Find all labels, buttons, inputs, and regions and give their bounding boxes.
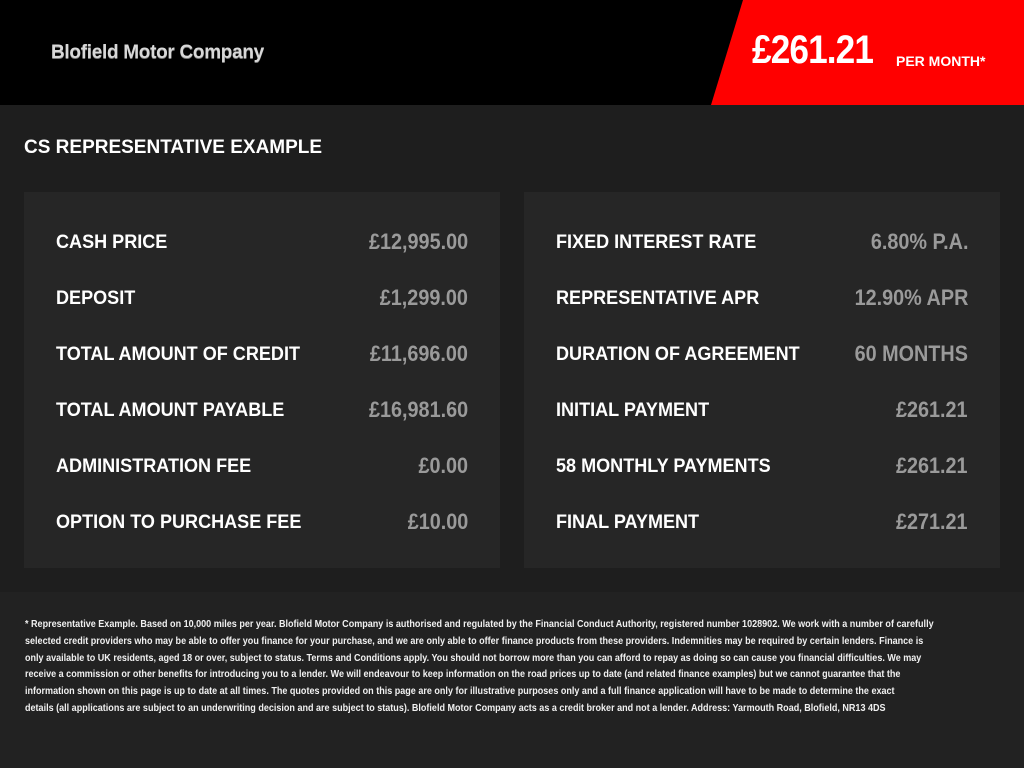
finance-row: DEPOSIT £1,299.00 (56, 248, 468, 310)
row-value: 12.90% APR (854, 285, 968, 310)
row-value: £10.00 (407, 509, 468, 534)
disclaimer-line: selected credit providers who may be abl… (25, 634, 924, 647)
finance-row: FIXED INTEREST RATE 6.80% P.A. (556, 192, 968, 254)
row-label: 58 MONTHLY PAYMENTS (556, 456, 771, 477)
row-label: TOTAL AMOUNT PAYABLE (56, 400, 285, 421)
row-value: £0.00 (418, 453, 468, 478)
header: Blofield Motor Company £261.21 PER MONTH… (0, 0, 1024, 105)
row-label: REPRESENTATIVE APR (556, 288, 760, 309)
section-title: CS REPRESENTATIVE EXAMPLE (24, 137, 323, 158)
finance-row: ADMINISTRATION FEE £0.00 (56, 416, 468, 478)
row-label: FIXED INTEREST RATE (556, 232, 757, 253)
row-label: ADMINISTRATION FEE (56, 456, 252, 477)
row-label: FINAL PAYMENT (556, 512, 700, 533)
row-label: OPTION TO PURCHASE FEE (56, 512, 302, 533)
row-value: £11,696.00 (369, 341, 468, 366)
per-month-label: PER MONTH* (896, 53, 986, 69)
row-value: £261.21 (896, 397, 968, 422)
disclaimer-text: * Representative Example. Based on 10,00… (25, 616, 1024, 717)
disclaimer-line: only available to UK residents, aged 18 … (25, 651, 922, 664)
finance-row: TOTAL AMOUNT OF CREDIT £11,696.00 (56, 304, 468, 366)
disclaimer-line: receive a commission or other benefits f… (25, 668, 901, 681)
monthly-price-badge: £261.21 PER MONTH* (711, 0, 1024, 105)
row-value: £261.21 (896, 453, 968, 478)
row-value: £271.21 (896, 509, 968, 534)
disclaimer-line: details (all applications are subject to… (25, 701, 886, 714)
row-value: £16,981.60 (368, 397, 468, 422)
company-logo[interactable]: Blofield Motor Company (51, 42, 264, 63)
row-value: 6.80% P.A. (870, 229, 968, 254)
row-value: £1,299.00 (379, 285, 468, 310)
row-label: TOTAL AMOUNT OF CREDIT (56, 344, 301, 365)
finance-row: OPTION TO PURCHASE FEE £10.00 (56, 472, 468, 534)
row-label: DURATION OF AGREEMENT (556, 344, 800, 365)
finance-panel-right: FIXED INTEREST RATE 6.80% P.A. REPRESENTA… (524, 192, 1000, 568)
row-label: CASH PRICE (56, 232, 168, 253)
row-label: DEPOSIT (56, 288, 136, 309)
finance-row: DURATION OF AGREEMENT 60 MONTHS (556, 304, 968, 366)
finance-row: INITIAL PAYMENT £261.21 (556, 360, 968, 422)
disclaimer-line: information shown on this page is up to … (25, 685, 895, 698)
finance-row: TOTAL AMOUNT PAYABLE £16,981.60 (56, 360, 468, 422)
finance-row: CASH PRICE £12,995.00 (56, 192, 468, 254)
finance-panel-left: CASH PRICE £12,995.00 DEPOSIT £1,299.00 TO… (24, 192, 500, 568)
disclaimer-line: * Representative Example. Based on 10,00… (25, 618, 934, 630)
finance-row: 58 MONTHLY PAYMENTS £261.21 (556, 416, 968, 478)
row-value: £12,995.00 (368, 229, 468, 254)
finance-row: REPRESENTATIVE APR 12.90% APR (556, 248, 968, 310)
monthly-price: £261.21 (752, 28, 874, 72)
finance-row: FINAL PAYMENT £271.21 (556, 472, 968, 534)
row-value: 60 MONTHS (854, 341, 968, 366)
row-label: INITIAL PAYMENT (556, 400, 710, 421)
footer: * Representative Example. Based on 10,00… (0, 592, 1024, 768)
